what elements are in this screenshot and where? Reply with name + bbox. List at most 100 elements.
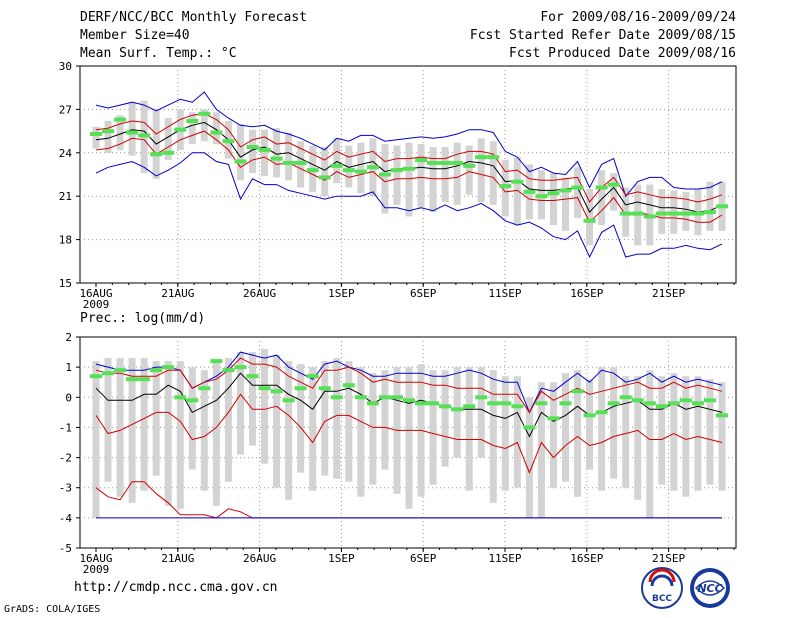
observation-marker [559, 401, 572, 406]
ensemble-box [429, 147, 437, 213]
ensemble-box [188, 112, 196, 145]
observation-marker [583, 413, 596, 418]
ensemble-box [128, 358, 136, 503]
ensemble-box [429, 370, 437, 485]
ensemble-box [333, 138, 341, 184]
ensemble-box [622, 376, 630, 488]
started-date: Fcst Started Refer Date 2009/08/15 [469, 28, 736, 43]
ensemble-box [116, 115, 124, 150]
observation-marker [222, 139, 235, 144]
ensemble-box [405, 367, 413, 509]
observation-marker [294, 386, 307, 391]
x-tick-label: 16SEP [570, 287, 603, 300]
ensemble-box [104, 120, 112, 153]
observation-marker [631, 398, 644, 403]
ensemble-box [357, 142, 365, 194]
observation-marker [186, 398, 199, 403]
y-tick-label: 0 [65, 391, 72, 404]
ensemble-box [333, 358, 341, 479]
y-tick-label: 2 [65, 331, 72, 344]
observation-marker [691, 401, 704, 406]
observation-marker [667, 401, 680, 406]
observation-marker [487, 155, 500, 160]
ensemble-box [273, 355, 281, 488]
observation-marker [162, 150, 175, 155]
ensemble-box [212, 361, 220, 506]
observation-marker [451, 160, 464, 165]
observation-marker [306, 168, 319, 173]
y-tick-label: 15 [59, 277, 72, 290]
observation-marker [523, 425, 536, 430]
ensemble-box [586, 379, 594, 470]
ensemble-box [682, 376, 690, 497]
ensemble-box [477, 138, 485, 202]
ensemble-box [574, 370, 582, 497]
x-year-label: 2009 [83, 298, 110, 311]
observation-marker [427, 401, 440, 406]
x-tick-label: 21SEP [652, 552, 685, 565]
y-tick-label: -4 [59, 512, 73, 525]
observation-marker [282, 398, 295, 403]
ncc-logo-text: NCC [697, 582, 722, 595]
observation-marker [258, 386, 271, 391]
ensemble-box [92, 361, 100, 518]
produced-date: Fcst Produced Date 2009/08/16 [509, 46, 736, 61]
y-tick-label: 27 [59, 103, 72, 116]
ensemble-box [104, 358, 112, 482]
observation-marker [246, 374, 259, 379]
observation-marker [354, 169, 367, 174]
y-tick-label: -2 [59, 452, 72, 465]
ensemble-box [598, 170, 606, 226]
observation-marker [234, 159, 247, 164]
ensemble-box [610, 367, 618, 479]
ensemble-box [116, 358, 124, 497]
observation-marker [547, 191, 560, 196]
ensemble-box [297, 364, 305, 473]
ensemble-box [285, 361, 293, 500]
grads-credit: GrADS: COLA/IGES [4, 604, 101, 615]
observation-marker [390, 168, 403, 173]
observation-marker [475, 155, 488, 160]
ensemble-box [164, 118, 172, 161]
observation-marker [595, 185, 608, 190]
observation-marker [222, 368, 235, 373]
series-line-max [95, 91, 723, 198]
observation-marker [703, 398, 716, 403]
observation-marker [342, 168, 355, 173]
x-tick-label: 16SEP [570, 552, 603, 565]
observation-marker [270, 389, 283, 394]
observation-marker [90, 131, 102, 136]
ensemble-box [549, 382, 557, 488]
ensemble-box [562, 177, 569, 231]
ensemble-box [465, 145, 473, 195]
x-tick-label: 1SEP [328, 552, 355, 565]
ensemble-box [321, 147, 329, 197]
observation-marker [258, 147, 271, 152]
observation-marker [415, 158, 428, 163]
ensemble-box [489, 370, 497, 503]
observation-marker [439, 160, 452, 165]
ensemble-box [501, 160, 509, 217]
y-tick-label: -3 [59, 482, 72, 495]
observation-marker [330, 395, 343, 400]
ensemble-box [598, 367, 606, 491]
observation-marker [547, 416, 560, 421]
x-tick-label: 11SEP [488, 287, 521, 300]
observation-marker [354, 395, 367, 400]
x-tick-label: 1SEP [328, 287, 355, 300]
observation-marker [366, 165, 379, 170]
ensemble-box [441, 147, 449, 202]
ensemble-box [309, 367, 317, 491]
ensemble-box [261, 349, 269, 464]
observation-marker [463, 404, 476, 409]
observation-marker [559, 188, 572, 193]
observation-marker [234, 365, 247, 370]
source-url[interactable]: http://cmdp.ncc.cma.gov.cn [74, 580, 278, 595]
observation-marker [403, 166, 415, 171]
observation-marker [607, 401, 620, 406]
ensemble-box [285, 132, 293, 181]
ensemble-box [682, 191, 690, 231]
plot-frame [79, 65, 737, 284]
